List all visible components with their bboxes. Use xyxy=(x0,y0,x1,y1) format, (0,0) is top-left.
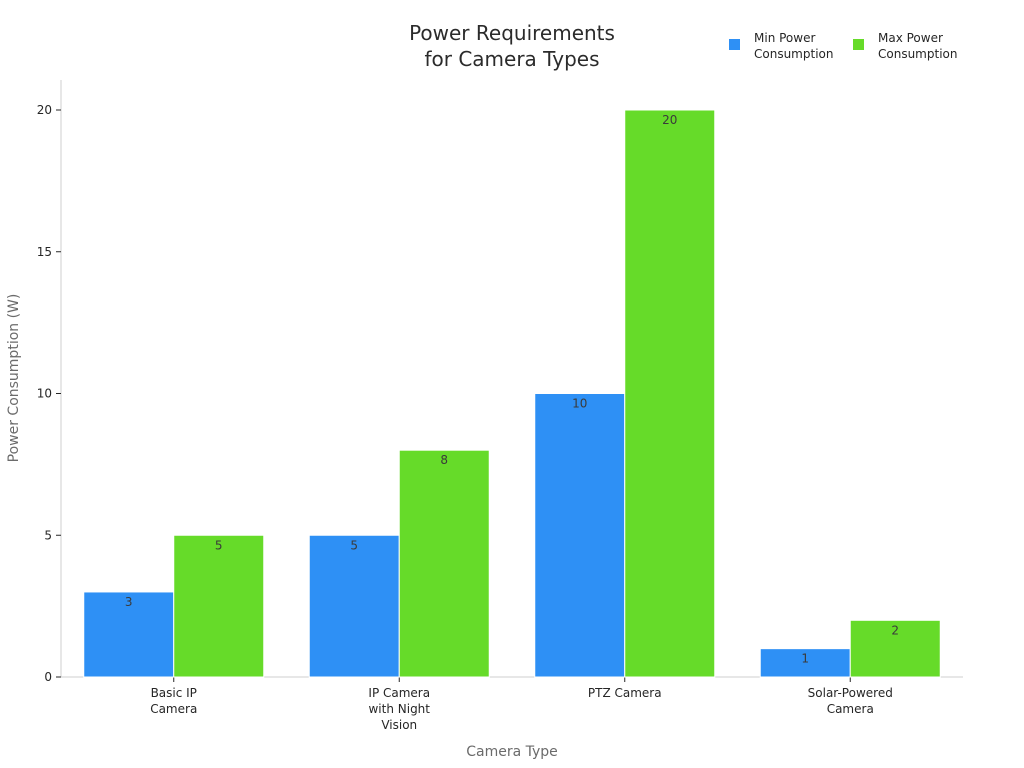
y-axis-title: Power Consumption (W) xyxy=(6,294,22,463)
bar-value-label: 5 xyxy=(215,538,223,552)
x-tick-label: Solar-Powered Camera xyxy=(808,686,893,716)
bar xyxy=(534,393,626,678)
bar-value-label: 8 xyxy=(440,453,448,467)
bar-value-label: 10 xyxy=(572,397,587,411)
bar-value-label: 1 xyxy=(801,652,809,666)
bar-value-label: 5 xyxy=(350,538,358,552)
y-tick-label: 5 xyxy=(44,528,52,542)
legend-swatch xyxy=(853,39,864,50)
legend-label: Min Power Consumption xyxy=(754,31,833,61)
bar-value-label: 2 xyxy=(891,623,899,637)
y-tick-label: 20 xyxy=(37,103,52,117)
x-tick-label: PTZ Camera xyxy=(588,686,662,700)
x-tick-label: Basic IP Camera xyxy=(150,686,197,716)
legend-label: Max Power Consumption xyxy=(878,31,957,61)
bar xyxy=(624,109,716,678)
chart-title-line: for Camera Types xyxy=(424,47,599,71)
bar xyxy=(849,619,941,678)
bar-value-label: 3 xyxy=(125,595,133,609)
legend-swatch xyxy=(729,39,740,50)
chart-title-line: Power Requirements xyxy=(409,21,615,45)
bars xyxy=(83,109,941,678)
x-axis-title: Camera Type xyxy=(466,744,558,760)
bar xyxy=(398,449,490,678)
data-labels: 3 5 5 8 10 20 1 2 xyxy=(125,113,899,666)
y-tick-label: 15 xyxy=(37,245,52,259)
legend: Min Power Consumption Max Power Consumption xyxy=(729,31,957,61)
bar-value-label: 20 xyxy=(662,113,677,127)
y-tick-label: 0 xyxy=(44,670,52,684)
y-tick-label: 10 xyxy=(37,387,52,401)
bar xyxy=(173,534,265,678)
bar xyxy=(308,534,400,678)
x-tick-label: IP Camera with Night Vision xyxy=(368,686,430,732)
